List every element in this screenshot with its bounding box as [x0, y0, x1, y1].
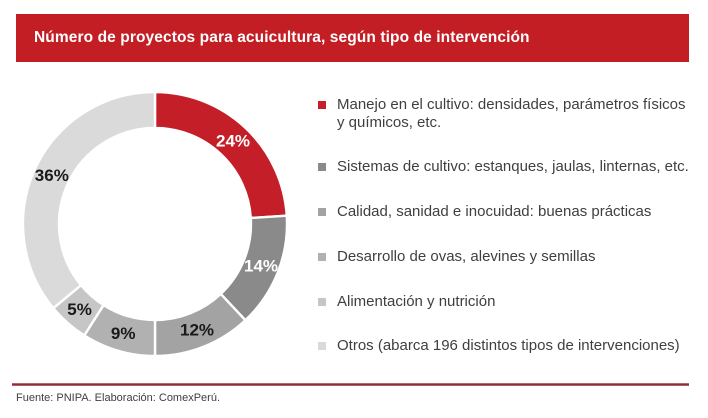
slice-percent-label: 14%	[244, 257, 278, 276]
legend-item: Manejo en el cultivo: densidades, paráme…	[318, 96, 694, 131]
legend-item: Calidad, sanidad e inocuidad: buenas prá…	[318, 203, 694, 221]
legend-item: Sistemas de cultivo: estanques, jaulas, …	[318, 158, 694, 176]
slice-percent-label: 5%	[67, 300, 92, 319]
legend-item: Otros (abarca 196 distintos tipos de int…	[318, 337, 694, 355]
legend-item: Desarrollo de ovas, alevines y semillas	[318, 248, 694, 266]
legend-swatch	[318, 101, 326, 109]
donut-slice	[153, 90, 288, 220]
legend-label: Otros (abarca 196 distintos tipos de int…	[337, 337, 680, 355]
legend-swatch	[318, 252, 326, 261]
figure-title: Número de proyectos para acuicultura, se…	[34, 29, 530, 46]
legend: Manejo en el cultivo: densidades, paráme…	[318, 96, 694, 355]
legend-swatch	[318, 163, 326, 172]
slice-percent-label: 12%	[180, 321, 214, 340]
legend-label: Sistemas de cultivo: estanques, jaulas, …	[337, 158, 689, 176]
legend-label: Calidad, sanidad e inocuidad: buenas prá…	[337, 203, 652, 221]
legend-swatch	[318, 208, 326, 217]
legend-label: Desarrollo de ovas, alevines y semillas	[337, 247, 596, 265]
slice-percent-label: 36%	[35, 166, 69, 185]
legend-label: Alimentación y nutrición	[337, 292, 496, 310]
slice-percent-label: 9%	[111, 324, 136, 343]
source-note: Fuente: PNIPA. Elaboración: ComexPerú.	[16, 392, 221, 404]
legend-label: Manejo en el cultivo: densidades, paráme…	[337, 96, 686, 131]
donut-chart: 24% 14% 12% 9% 5% 36%	[10, 80, 300, 370]
title-bar: Número de proyectos para acuicultura, se…	[16, 14, 689, 62]
divider-line	[12, 383, 689, 386]
donut-svg: 24% 14% 12% 9% 5% 36%	[21, 90, 289, 358]
legend-item: Alimentación y nutrición	[318, 293, 694, 311]
legend-swatch	[318, 342, 326, 351]
donut-slice	[21, 90, 157, 310]
slice-percent-label: 24%	[216, 131, 250, 150]
legend-swatch	[318, 297, 326, 306]
